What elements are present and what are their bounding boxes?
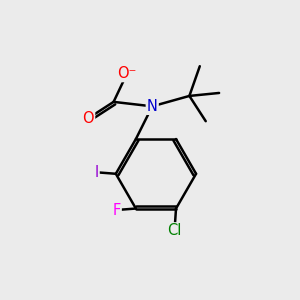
Text: Cl: Cl [167,223,182,238]
Text: N: N [147,99,158,114]
Text: F: F [112,202,121,217]
Text: I: I [94,165,99,180]
Text: O: O [82,111,94,126]
Text: O⁻: O⁻ [117,66,137,81]
